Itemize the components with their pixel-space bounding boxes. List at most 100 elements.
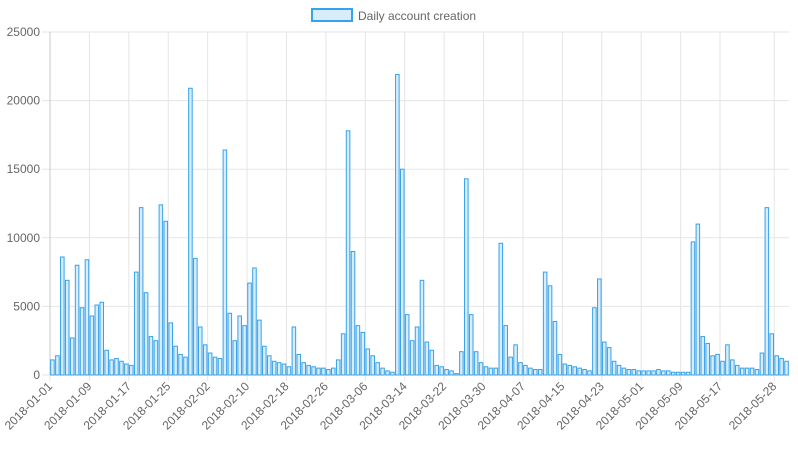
bar — [193, 257, 198, 376]
bar — [99, 301, 105, 376]
bar — [124, 363, 129, 376]
bar — [350, 251, 356, 376]
bar — [340, 333, 346, 376]
bar — [690, 241, 696, 376]
bar — [473, 351, 479, 376]
bar — [464, 178, 469, 376]
bar — [483, 366, 489, 376]
bar — [597, 278, 602, 376]
bar — [242, 325, 247, 376]
bar — [301, 362, 307, 376]
bar — [715, 353, 720, 376]
bar — [735, 364, 740, 376]
bar — [74, 264, 80, 376]
bar — [429, 349, 435, 376]
bar — [651, 370, 656, 376]
bar — [69, 337, 75, 376]
bar — [138, 207, 144, 376]
bar — [434, 364, 440, 376]
bar — [173, 345, 178, 376]
bar — [133, 271, 139, 376]
bar — [744, 367, 750, 376]
bar — [695, 223, 701, 376]
bar — [188, 87, 193, 376]
bar — [680, 371, 686, 376]
bar — [89, 315, 95, 376]
y-tick-label: 0 — [33, 368, 40, 382]
bar — [459, 351, 464, 376]
bar — [533, 369, 538, 376]
bar — [444, 369, 449, 376]
bar — [153, 340, 159, 376]
bar — [528, 367, 533, 376]
bar — [414, 326, 420, 376]
bar — [449, 370, 454, 376]
bar — [784, 360, 789, 376]
bar — [404, 314, 410, 376]
bar — [237, 315, 242, 376]
bar — [291, 326, 297, 376]
bar — [163, 220, 169, 376]
bar — [730, 359, 735, 376]
bar — [84, 259, 90, 376]
y-tick-label: 15000 — [7, 162, 41, 176]
bar — [207, 352, 213, 376]
bar — [266, 355, 272, 376]
bar — [675, 371, 681, 376]
bar — [50, 359, 55, 376]
bar — [601, 341, 607, 376]
bar — [55, 355, 60, 376]
bar — [621, 367, 627, 376]
bar — [355, 325, 361, 376]
bar — [395, 74, 400, 376]
bar — [380, 367, 385, 376]
bar — [523, 364, 528, 376]
bar — [616, 364, 622, 376]
bar — [114, 358, 119, 376]
bar — [754, 369, 760, 376]
bar — [247, 282, 252, 376]
bar — [252, 267, 257, 376]
bar — [79, 307, 85, 376]
bar — [232, 340, 238, 376]
bar — [148, 336, 154, 376]
bar — [572, 366, 577, 376]
chart-legend[interactable]: Daily account creation — [311, 8, 476, 23]
bar — [577, 367, 582, 376]
bar — [64, 279, 70, 376]
bar — [370, 355, 375, 376]
bar — [774, 355, 779, 376]
bar — [360, 331, 366, 376]
bar — [542, 271, 548, 376]
bar — [306, 364, 311, 376]
bar — [498, 242, 504, 376]
bar — [375, 362, 380, 376]
bar — [769, 333, 775, 376]
bar — [119, 360, 124, 376]
bar — [468, 314, 474, 376]
x-tick-label: 2018-05-28 — [726, 379, 780, 433]
bar — [424, 341, 430, 376]
chart-gridlines — [42, 31, 789, 381]
bar — [178, 353, 183, 376]
bar — [739, 367, 745, 376]
bar — [217, 358, 223, 376]
bar — [562, 363, 568, 376]
bar — [129, 364, 134, 376]
legend-swatch — [311, 8, 353, 22]
bar — [518, 362, 523, 376]
bar — [700, 336, 706, 376]
y-tick-label: 10000 — [7, 231, 41, 245]
bar — [720, 360, 725, 376]
y-tick-label: 20000 — [7, 94, 41, 108]
bar — [710, 355, 715, 376]
bar — [666, 370, 671, 376]
bar — [60, 256, 65, 376]
bar — [345, 130, 351, 376]
bar — [537, 369, 543, 376]
bar — [296, 353, 302, 376]
bar — [641, 370, 646, 376]
bar — [656, 369, 661, 376]
bar — [705, 342, 710, 376]
